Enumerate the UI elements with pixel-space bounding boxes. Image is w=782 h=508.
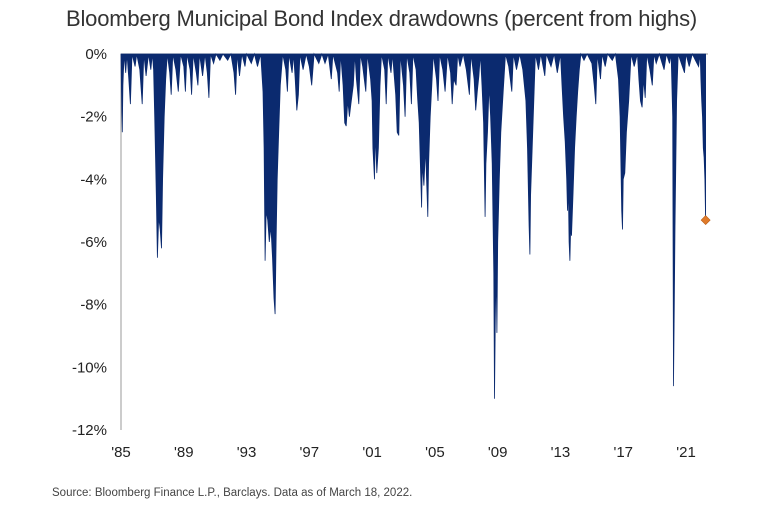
source-note: Source: Bloomberg Finance L.P., Barclays… bbox=[52, 487, 413, 499]
y-tick-label: 0% bbox=[85, 46, 107, 63]
x-tick-label: '13 bbox=[551, 444, 571, 461]
y-tick-label: -4% bbox=[80, 171, 107, 188]
y-tick-label: -8% bbox=[80, 297, 107, 314]
x-tick-label: '97 bbox=[300, 444, 320, 461]
y-axis: 0% -2% -4% -6% -8% -10% -12% bbox=[72, 46, 122, 439]
x-tick-label: '01 bbox=[362, 444, 382, 461]
drawdown-area-series bbox=[120, 52, 706, 399]
x-tick-label: '05 bbox=[425, 444, 445, 461]
x-tick-label: '21 bbox=[676, 444, 696, 461]
latest-value-marker bbox=[700, 215, 711, 225]
x-tick-label: '17 bbox=[613, 444, 633, 461]
plot-area bbox=[120, 52, 711, 399]
y-tick-label: -2% bbox=[80, 109, 107, 126]
x-tick-label: '89 bbox=[174, 444, 194, 461]
y-tick-label: -6% bbox=[80, 234, 107, 251]
y-tick-label: -10% bbox=[72, 359, 107, 376]
x-tick-label: '93 bbox=[237, 444, 257, 461]
x-tick-label: '09 bbox=[488, 444, 508, 461]
x-axis: '85 '89 '93 '97 '01 '05 '09 '13 '17 '21 bbox=[111, 444, 696, 461]
y-tick-label: -12% bbox=[72, 422, 107, 439]
chart-title: Bloomberg Municipal Bond Index drawdowns… bbox=[66, 6, 698, 31]
x-tick-label: '85 bbox=[111, 444, 131, 461]
